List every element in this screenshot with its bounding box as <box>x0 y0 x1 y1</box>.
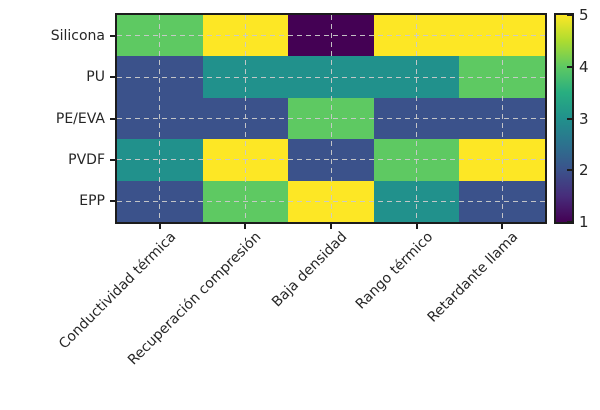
y-tick <box>110 158 115 161</box>
colorbar-tick <box>567 14 572 16</box>
colorbar-tick <box>567 65 572 68</box>
heatmap-cell <box>202 139 289 181</box>
heatmap-cell <box>459 180 545 222</box>
heatmap-cells <box>117 15 545 222</box>
y-tick-label: EPP <box>79 193 105 210</box>
colorbar-tick-label: 3 <box>579 109 589 128</box>
heatmap-cell <box>459 15 545 57</box>
x-tick-label: Baja densidad <box>268 229 351 311</box>
x-tick <box>501 224 504 229</box>
heatmap-cell <box>373 15 460 57</box>
colorbar-tick-label: 2 <box>579 161 589 180</box>
heatmap-cell <box>288 56 374 98</box>
heatmap-cell <box>459 139 545 181</box>
heatmap-cell <box>117 15 203 57</box>
heatmap-cell <box>459 97 545 140</box>
x-tick-label: Rango térmico <box>352 229 436 313</box>
x-tick-label: Retardante llama <box>424 229 522 326</box>
y-tick-label: PE/EVA <box>55 110 105 127</box>
heatmap-cell <box>117 56 203 98</box>
x-tick <box>244 224 247 229</box>
colorbar-tick <box>567 117 572 120</box>
colorbar-tick <box>567 169 572 172</box>
colorbar-tick-labels: 5 4 3 2 1 <box>579 6 599 231</box>
heatmap-cell <box>288 139 374 181</box>
heatmap-cell <box>117 139 203 181</box>
colorbar-tick <box>567 221 572 223</box>
colorbar-tick-label: 5 <box>579 6 589 24</box>
y-tick <box>110 76 115 79</box>
x-tick <box>415 224 418 229</box>
heatmap-cell <box>202 180 289 222</box>
heatmap-cell <box>202 97 289 140</box>
heatmap-cell <box>202 56 289 98</box>
heatmap-cell <box>117 97 203 140</box>
y-tick-label: PU <box>86 69 105 86</box>
x-tick-label: Recuperación compresión <box>125 229 265 369</box>
heatmap-cell <box>459 56 545 98</box>
y-tick-label: Silicona <box>50 27 105 44</box>
x-tick-label: Conductividad térmica <box>55 229 180 353</box>
x-tick <box>330 224 332 229</box>
y-tick <box>110 34 115 37</box>
heatmap-cell <box>288 15 374 57</box>
x-tick <box>158 224 161 229</box>
colorbar-tick-label: 1 <box>579 213 589 231</box>
heatmap-cell <box>373 56 460 98</box>
colorbar-tick-label: 4 <box>579 57 589 76</box>
heatmap-cell <box>373 139 460 181</box>
heatmap-cell <box>202 15 289 57</box>
y-tick-label: PVDF <box>68 151 105 168</box>
y-axis-tick-labels: Silicona PU PE/EVA PVDF EPP <box>0 15 105 222</box>
y-tick <box>110 117 115 120</box>
heatmap-cell <box>117 180 203 222</box>
heatmap-plot-area <box>110 13 547 229</box>
heatmap-cell <box>373 180 460 222</box>
heatmap-cell <box>288 180 374 222</box>
y-tick <box>110 200 115 203</box>
colorbar <box>554 13 574 224</box>
heatmap-cell <box>373 97 460 140</box>
heatmap-cell <box>288 97 374 140</box>
